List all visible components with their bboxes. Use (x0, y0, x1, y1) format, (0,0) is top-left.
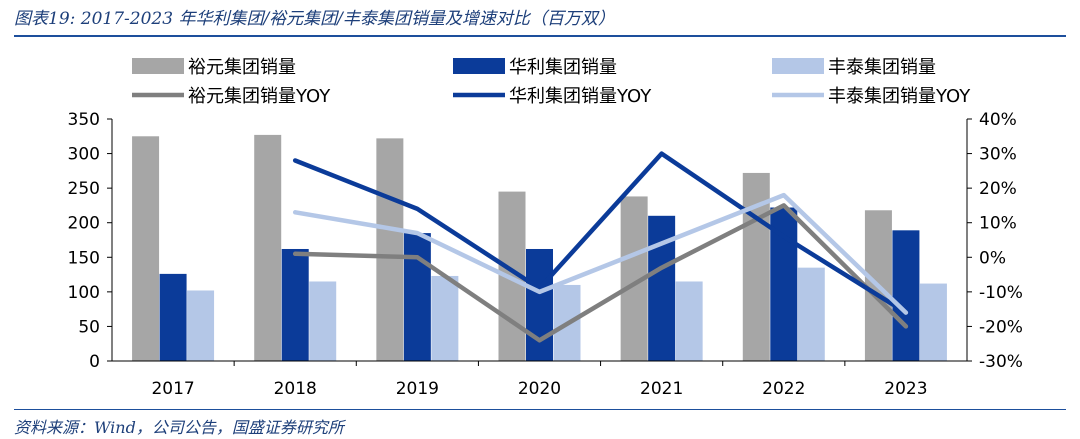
x-tick-label: 2021 (640, 379, 683, 399)
left-tick-label: 50 (78, 317, 100, 337)
right-tick-label: 10% (979, 214, 1017, 234)
left-tick-label: 250 (68, 179, 100, 199)
right-tick-label: 20% (979, 179, 1017, 199)
right-tick-label: -20% (979, 317, 1023, 337)
bar-华利集团销量-2017 (159, 273, 187, 361)
x-tick-label: 2019 (396, 379, 439, 399)
right-tick-label: 40% (979, 110, 1017, 130)
legend-label-丰泰集团销量YOY: 丰泰集团销量YOY (828, 86, 971, 107)
left-tick-label: 0 (89, 352, 100, 372)
legend-swatch-华利集团销量 (453, 58, 505, 74)
right-tick-label: -10% (979, 283, 1023, 303)
legend-label-丰泰集团销量: 丰泰集团销量 (828, 57, 936, 78)
bar-华利集团销量-2020 (526, 248, 553, 361)
left-tick-label: 300 (68, 145, 100, 165)
bar-丰泰集团销量-2023 (919, 283, 947, 361)
source-note: 资料来源：Wind，公司公告，国盛证券研究所 (14, 418, 344, 437)
axes: 0 50 100 150 200 250 300 350 -30% -20% -10% 0% 10% 20… (68, 110, 1023, 399)
bar-裕元集团销量-2018 (254, 134, 282, 361)
bar-裕元集团销量-2017 (132, 136, 160, 361)
title-divider (14, 35, 1066, 37)
x-tick-label: 2017 (151, 379, 194, 399)
line-layer (292, 151, 909, 343)
left-tick-label: 100 (68, 283, 100, 303)
legend-label-华利集团销量: 华利集团销量 (509, 57, 617, 78)
bar-裕元集团销量-2019 (376, 138, 404, 361)
x-tick-label: 2018 (274, 379, 317, 399)
footer-divider (14, 409, 1066, 410)
x-tick-label: 2020 (518, 379, 561, 399)
bar-华利集团销量-2018 (281, 248, 309, 361)
left-tick-label: 200 (68, 214, 100, 234)
bar-华利集团销量-2019 (403, 233, 431, 361)
bar-丰泰集团销量-2019 (431, 275, 459, 361)
bar-丰泰集团销量-2022 (797, 267, 825, 361)
line-丰泰集团销量YOY (292, 192, 909, 315)
bar-layer (132, 134, 947, 361)
x-tick-label: 2023 (884, 379, 927, 399)
x-tick-label: 2022 (762, 379, 805, 399)
legend-swatch-丰泰集团销量 (772, 58, 824, 74)
right-tick-label: 30% (979, 145, 1017, 165)
chart-title: 图表19: 2017-2023 年华利集团/裕元集团/丰泰集团销量及增速对比（百… (14, 9, 615, 29)
right-tick-label: 0% (979, 248, 1006, 268)
legend-swatch-裕元集团销量 (132, 58, 184, 74)
bar-华利集团销量-2023 (892, 230, 920, 361)
legend-label-华利集团销量YOY: 华利集团销量YOY (509, 86, 652, 107)
legend-label-裕元集团销量YOY: 裕元集团销量YOY (188, 86, 331, 107)
right-tick-label: -30% (979, 352, 1023, 372)
bar-丰泰集团销量-2018 (309, 281, 337, 361)
line-裕元集团销量YOY (292, 203, 909, 343)
left-tick-label: 350 (68, 110, 100, 130)
bar-丰泰集团销量-2021 (675, 281, 703, 361)
bar-丰泰集团销量-2017 (187, 290, 215, 361)
line-华利集团销量YOY (292, 151, 909, 315)
legend-label-裕元集团销量: 裕元集团销量 (188, 57, 296, 78)
left-tick-label: 150 (68, 248, 100, 268)
